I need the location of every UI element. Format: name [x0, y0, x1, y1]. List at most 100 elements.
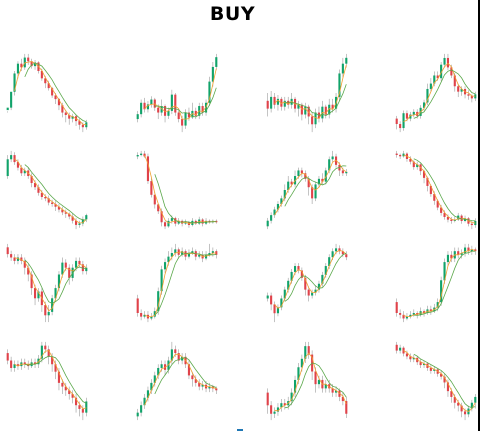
candlestick-chart-r1c4 — [395, 53, 477, 133]
candle-down — [78, 405, 81, 409]
candle-down — [16, 162, 20, 168]
candle-up — [328, 104, 331, 115]
candle-up — [181, 251, 184, 255]
candle-up — [409, 314, 412, 317]
candle-up — [174, 249, 177, 253]
candle-up — [409, 114, 412, 119]
candle-down — [283, 403, 286, 406]
candle-down — [457, 402, 460, 406]
candle-down — [450, 391, 453, 397]
candle-up — [270, 96, 273, 109]
moving-average-fast — [144, 353, 217, 406]
candle-down — [160, 211, 163, 223]
candle-up — [290, 392, 293, 402]
candle-down — [140, 313, 143, 317]
candle-up — [57, 274, 61, 289]
candle-up — [334, 390, 338, 393]
candle-up — [136, 114, 139, 120]
candlestick-chart-r1c3 — [266, 53, 348, 133]
candle-down — [44, 345, 47, 350]
candle-down — [47, 198, 50, 203]
candle-down — [443, 376, 446, 383]
candle-up — [187, 253, 191, 257]
candle-down — [51, 88, 54, 96]
candle-up — [443, 262, 446, 281]
candle-up — [140, 405, 143, 413]
candle-down — [460, 215, 463, 222]
candle-down — [20, 257, 23, 261]
candle-up — [416, 164, 419, 168]
candlestick-chart-r2c4 — [395, 150, 477, 230]
candle-up — [280, 298, 283, 308]
candle-up — [446, 254, 450, 263]
candlestick-chart-r2c3 — [266, 150, 348, 230]
candle-down — [307, 289, 310, 296]
candle-down — [191, 375, 194, 380]
candle-up — [71, 116, 74, 119]
moving-average-fast — [144, 68, 217, 120]
candle-down — [405, 353, 409, 357]
candle-up — [85, 215, 88, 220]
moving-average-slow — [413, 158, 476, 222]
candle-down — [78, 260, 81, 265]
candle-up — [157, 367, 160, 376]
candle-up — [324, 384, 327, 389]
candle-up — [405, 316, 409, 319]
candle-up — [13, 364, 16, 368]
candle-down — [61, 209, 64, 213]
candle-up — [37, 291, 40, 299]
candle-down — [290, 181, 293, 185]
candlestick-chart-r1c1 — [6, 53, 88, 133]
candle-down — [177, 353, 180, 361]
candle-up — [47, 311, 50, 316]
candle-down — [54, 203, 57, 207]
candle-up — [23, 170, 26, 174]
moving-average-fast — [274, 64, 347, 119]
candle-up — [16, 257, 20, 261]
candle-down — [450, 219, 453, 222]
candle-down — [57, 206, 61, 210]
candle-down — [20, 167, 23, 174]
candle-up — [74, 260, 78, 268]
candlestick-chart-r4c1 — [6, 341, 88, 421]
candle-down — [402, 314, 405, 319]
moving-average-slow — [413, 69, 476, 119]
candle-down — [74, 397, 78, 406]
candle-up — [293, 379, 297, 393]
candle-down — [463, 411, 467, 415]
candle-up — [140, 102, 143, 115]
candle-up — [297, 170, 300, 177]
candle-up — [293, 266, 297, 272]
candle-up — [270, 215, 273, 221]
candle-up — [85, 401, 88, 413]
candle-up — [160, 364, 163, 368]
candle-up — [51, 298, 54, 312]
candle-down — [311, 116, 314, 125]
candle-up — [324, 266, 327, 275]
candle-up — [160, 269, 163, 292]
candle-up — [215, 57, 218, 67]
candle-up — [184, 222, 187, 224]
candlestick-chart-r2c2 — [136, 150, 218, 230]
candle-up — [297, 367, 300, 380]
candlestick-chart-r3c3 — [266, 243, 348, 323]
candle-down — [338, 248, 341, 252]
candle-up — [167, 256, 170, 263]
candle-down — [64, 386, 67, 391]
candle-down — [81, 408, 84, 413]
candle-down — [54, 364, 57, 372]
candle-up — [304, 106, 307, 115]
candle-down — [409, 356, 412, 360]
candle-down — [345, 401, 348, 414]
moving-average-fast — [403, 154, 476, 224]
candle-down — [30, 274, 33, 289]
candle-up — [160, 106, 163, 113]
candle-down — [399, 154, 402, 157]
candle-down — [163, 222, 167, 227]
candle-down — [68, 213, 71, 217]
moving-average-fast — [14, 158, 87, 224]
candle-up — [470, 249, 473, 252]
moving-average-slow — [284, 165, 347, 207]
candle-up — [211, 66, 214, 82]
moving-average-fast — [144, 251, 217, 317]
